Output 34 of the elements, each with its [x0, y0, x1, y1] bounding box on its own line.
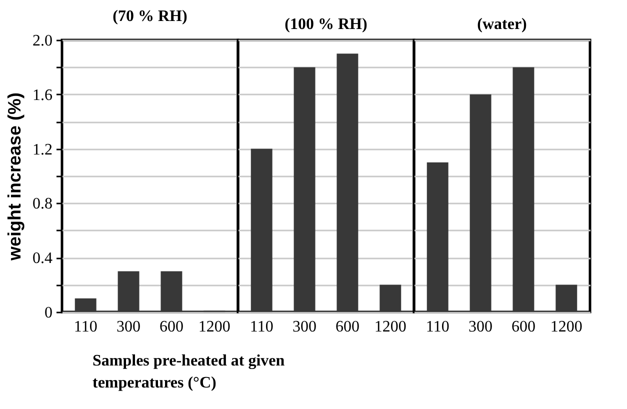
x-tick-label: 300 — [292, 318, 317, 336]
x-tick-label: 600 — [511, 318, 536, 336]
chart-title: (100 % RH) — [284, 16, 368, 33]
x-tick-label: 600 — [159, 318, 184, 336]
x-tick-label: 300 — [468, 318, 493, 336]
x-tick-label: 1200 — [550, 318, 582, 336]
y-axis-title: weight increase (%) — [4, 92, 24, 262]
bar — [160, 271, 182, 312]
bar — [512, 67, 534, 312]
chart-title: (70 % RH) — [112, 8, 188, 25]
y-tick-label: 1.2 — [32, 141, 52, 158]
y-tick-label: 1.6 — [32, 86, 52, 104]
x-tick-label: 300 — [116, 318, 141, 336]
y-tick-label: 0.8 — [32, 196, 52, 213]
x-tick-label: 110 — [426, 318, 450, 336]
y-tick-label: 2.0 — [32, 32, 52, 50]
bar — [74, 298, 96, 312]
bar — [380, 284, 402, 312]
x-tick-label: 110 — [250, 318, 274, 336]
x-tick-label: 110 — [74, 318, 98, 336]
x-tick-label: 1200 — [198, 318, 230, 336]
x-tick-label: 600 — [335, 318, 360, 336]
bar — [556, 284, 578, 312]
x-tick-label: 1200 — [374, 318, 406, 336]
bar — [426, 162, 448, 312]
bar — [250, 148, 272, 312]
chart-title: (water) — [477, 16, 527, 33]
bar — [294, 67, 316, 312]
y-tick-label: 0.4 — [32, 250, 52, 268]
y-tick-label: 0 — [44, 304, 52, 322]
bar — [470, 94, 492, 312]
x-axis-title: Samples pre-heated at given temperatures (°C) — [92, 352, 285, 392]
bar — [336, 54, 358, 312]
bar — [118, 271, 140, 312]
